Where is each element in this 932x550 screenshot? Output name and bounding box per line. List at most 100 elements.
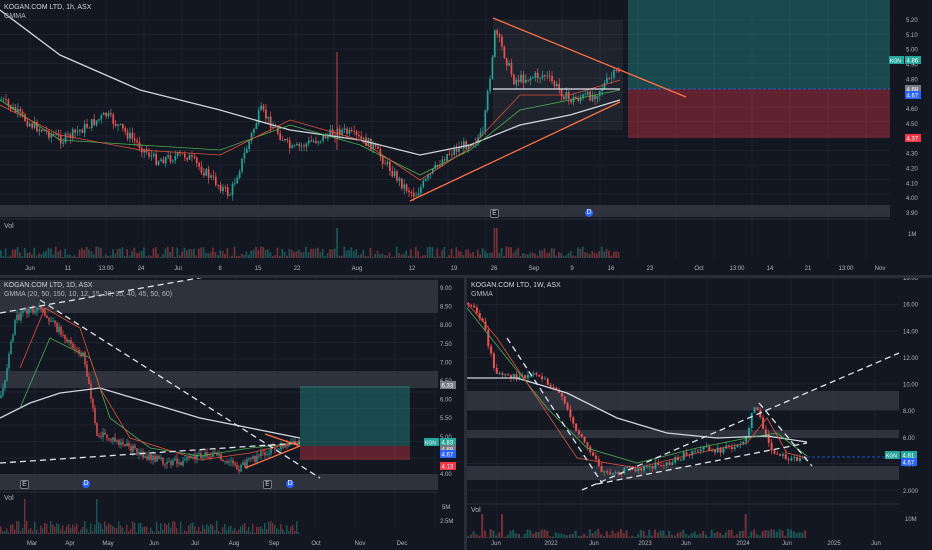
chart-1d-price-tag: 4.67 (442, 453, 454, 459)
chart-panel-1h[interactable]: 5.205.105.004.904.804.704.604.504.404.30… (0, 0, 932, 275)
chart-1h-vol-bar (259, 246, 262, 258)
chart-1w-x-tick: 2025 (827, 541, 841, 547)
chart-1d-vol-bar (50, 520, 52, 534)
chart-1h-candle (439, 165, 441, 167)
chart-1w-vol-bar (580, 535, 583, 538)
earnings-marker-1d-b[interactable]: E (263, 480, 272, 489)
chart-1w-vol-bar (509, 530, 512, 538)
chart-1d-candle (278, 449, 280, 451)
chart-1h-candle (114, 123, 117, 126)
trendline-resistance (492, 17, 687, 98)
chart-1h-x-tick: Nov (875, 266, 886, 272)
chart-1h-vol-bar (16, 246, 19, 258)
chart-1h-candle (86, 123, 88, 128)
chart-1h-vol-bar (245, 251, 248, 258)
chart-1h-vol-bar (560, 253, 563, 258)
chart-1h-candle (362, 137, 365, 139)
chart-1w-candle (467, 303, 470, 305)
chart-1w-vol-bar (563, 534, 566, 538)
dividend-marker-1d-a[interactable]: D (82, 480, 90, 488)
chart-1d-candle (242, 462, 244, 465)
chart-1h-vol-bar (138, 252, 140, 258)
panel-divider-horizontal[interactable] (0, 275, 932, 278)
chart-1w-vol-bar (673, 535, 676, 538)
chart-1w-candle (592, 452, 595, 456)
chart-1h-candle (315, 141, 317, 143)
dividend-marker[interactable]: D (585, 209, 593, 217)
chart-1d-y-tick: 9.00 (440, 286, 452, 292)
chart-1w-candle (586, 442, 589, 447)
chart-1h-vol-bar (9, 255, 12, 258)
chart-1h-candle (231, 183, 234, 195)
chart-1d-candle (122, 442, 124, 445)
chart-1h-candle (327, 135, 329, 139)
chart-1w-vol-bar (773, 529, 775, 538)
chart-1h-vol-bar (393, 256, 396, 258)
chart-1h-vol-bar (104, 254, 107, 258)
chart-1w-svg[interactable]: 18.0016.0014.0012.0010.008.006.004.002.0… (467, 278, 932, 550)
chart-1h-price-tag: 4.67 (907, 94, 919, 100)
chart-1h-vol-bar (52, 254, 55, 258)
chart-1w-candle (541, 376, 544, 380)
chart-1d-price-tag: 4.13 (442, 465, 454, 471)
chart-1h-candle (222, 187, 224, 192)
chart-1d-candle (2, 387, 4, 396)
chart-1d-vol-bar (268, 521, 270, 534)
chart-1h-candle (594, 95, 596, 100)
chart-1d-vol-bar (166, 524, 168, 534)
chart-1w-vol-bar (741, 530, 744, 538)
chart-1w-vol-bar (656, 532, 659, 538)
chart-1h-candle (603, 82, 606, 89)
chart-1h-svg[interactable]: 5.205.105.004.904.804.704.604.504.404.30… (0, 0, 932, 275)
chart-1w-candle (620, 473, 623, 475)
chart-1d-candle (28, 309, 30, 314)
chart-1d-vol-bar (76, 523, 78, 534)
chart-1h-vol-bar (400, 254, 403, 258)
chart-1w-vol-bar (571, 533, 574, 538)
chart-1w-vol-bar (506, 534, 509, 538)
chart-1d-svg[interactable]: 9.008.508.007.507.006.506.005.505.004.50… (0, 278, 464, 550)
chart-1h-candle (539, 77, 541, 79)
chart-1d-x-tick: Aug (229, 541, 240, 547)
chart-1w-vol-bar (690, 533, 693, 538)
chart-1w-vol-bar (685, 534, 688, 538)
chart-1w-candle (481, 318, 484, 322)
chart-1d-candle (246, 459, 248, 468)
chart-panel-1d[interactable]: 9.008.508.007.507.006.506.005.505.004.50… (0, 278, 464, 550)
chart-1d-candle (210, 456, 212, 458)
chart-1d-candle (176, 458, 178, 464)
earnings-marker-1d-a[interactable]: E (20, 480, 29, 489)
chart-1h-candle (253, 128, 255, 133)
panel-divider-vertical[interactable] (464, 278, 467, 550)
chart-1h-candle (74, 129, 76, 133)
chart-1h-vol-bar (414, 246, 417, 258)
chart-1h-x-tick: 13:00 (98, 266, 114, 272)
chart-1d-candle (284, 444, 286, 448)
chart-1h-vol-bar (593, 253, 596, 258)
chart-1h-vol-bar (436, 248, 439, 258)
trendline-upper (39, 299, 321, 479)
chart-1d-vol-bar (30, 527, 32, 534)
chart-1d-candle (6, 368, 8, 381)
chart-1h-vol-bar (305, 246, 307, 258)
chart-1h-vol-bar (23, 247, 26, 258)
chart-panel-1w[interactable]: 18.0016.0014.0012.0010.008.006.004.002.0… (467, 278, 932, 550)
dividend-marker-1d-b[interactable]: D (286, 480, 294, 488)
chart-1h-vol-bar (119, 248, 121, 258)
chart-1h-candle (95, 120, 98, 126)
chart-1w-vol-bar (501, 514, 503, 538)
resistance-zone (0, 280, 438, 313)
chart-1h-vol-bar (64, 248, 67, 258)
chart-1d-candle (250, 458, 252, 459)
chart-1d-vol-bar (162, 529, 164, 534)
earnings-marker[interactable]: E (490, 209, 499, 218)
chart-1d-vol-bar (266, 528, 268, 534)
chart-1d-candle (42, 309, 44, 312)
chart-1w-y-tick: 12.00 (903, 356, 919, 362)
chart-1d-candle (14, 320, 16, 335)
chart-1w-candle (719, 447, 722, 453)
chart-1h-vol-bar (491, 252, 493, 258)
chart-1h-x-tick: 23 (647, 266, 654, 272)
chart-1d-vol-bar (18, 521, 20, 534)
chart-1d-y-tick: 7.50 (440, 342, 452, 348)
